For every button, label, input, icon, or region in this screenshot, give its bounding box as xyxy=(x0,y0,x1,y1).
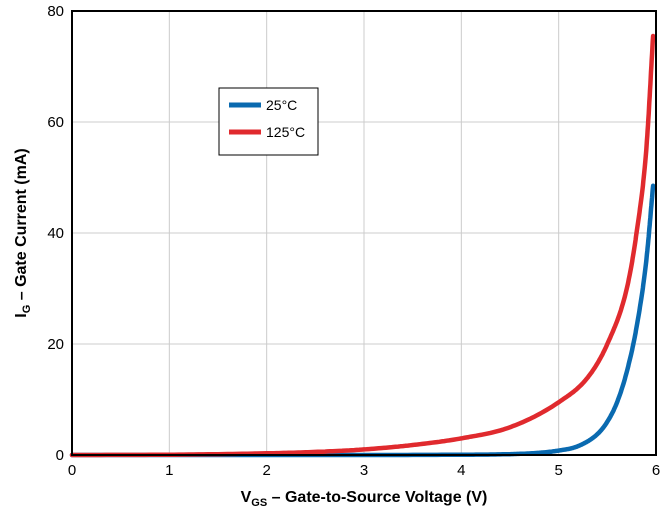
y-axis-title-sub: G xyxy=(21,305,33,314)
y-tick-label: 80 xyxy=(47,3,64,20)
x-axis-title-rest: – Gate-to-Source Voltage (V) xyxy=(267,489,487,506)
y-axis-title-main: I xyxy=(13,313,30,317)
y-tick-label: 20 xyxy=(47,336,64,353)
y-tick-label: 0 xyxy=(56,447,64,464)
series-line-125c xyxy=(69,33,656,458)
x-axis-title: VGS – Gate-to-Source Voltage (V) xyxy=(241,489,488,509)
x-tick-labels: 0 1 2 3 4 5 6 xyxy=(68,462,660,479)
legend: 25°C 125°C xyxy=(218,87,319,156)
x-tick-label: 6 xyxy=(652,462,660,479)
x-axis-title-main: V xyxy=(241,489,252,506)
grid-lines xyxy=(71,10,657,456)
y-axis-title-rest: – Gate Current (mA) xyxy=(13,148,30,304)
x-tick-label: 1 xyxy=(165,462,173,479)
legend-label-25c: 25°C xyxy=(266,97,297,113)
y-axis-title: IG – Gate Current (mA) xyxy=(13,148,33,317)
x-tick-label: 5 xyxy=(554,462,562,479)
y-tick-labels: 0 20 40 60 80 xyxy=(47,3,64,464)
x-tick-label: 2 xyxy=(262,462,270,479)
x-tick-label: 4 xyxy=(457,462,465,479)
series-lines xyxy=(69,33,656,458)
legend-label-125c: 125°C xyxy=(266,124,305,140)
x-tick-label: 3 xyxy=(360,462,368,479)
plot-frame xyxy=(71,10,657,456)
x-axis-title-sub: GS xyxy=(251,497,267,509)
y-tick-label: 40 xyxy=(47,225,64,242)
x-tick-label: 0 xyxy=(68,462,76,479)
series-line-25c xyxy=(69,183,656,458)
legend-box xyxy=(218,87,319,156)
y-tick-label: 60 xyxy=(47,114,64,131)
